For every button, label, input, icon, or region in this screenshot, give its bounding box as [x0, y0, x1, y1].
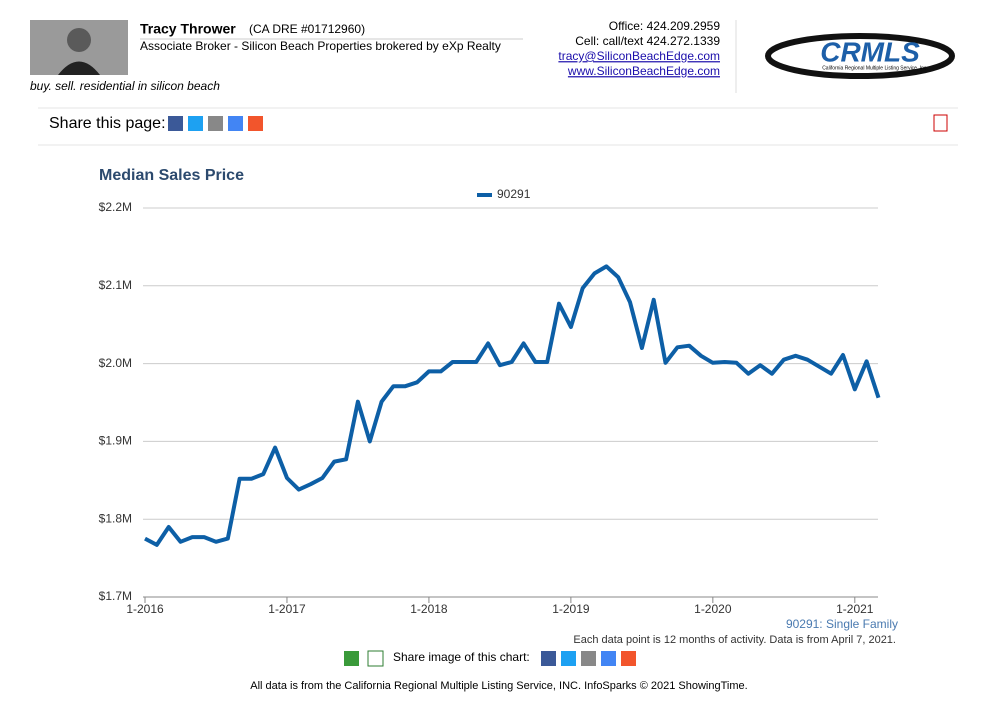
facebook-button[interactable]	[168, 116, 183, 131]
y-tick-label: $2.2M	[99, 200, 132, 214]
x-tick-label: 1-2021	[836, 602, 874, 616]
y-tick-label: $2.1M	[99, 278, 132, 292]
x-tick-label: 1-2019	[552, 602, 590, 616]
website-link[interactable]: www.SiliconBeachEdge.com	[567, 64, 720, 78]
twitter-button[interactable]	[561, 651, 576, 666]
more-button[interactable]	[621, 651, 636, 666]
agent-name: Tracy Thrower	[140, 21, 236, 37]
logo-swoosh	[765, 33, 955, 79]
agent-role: Associate Broker - Silicon Beach Propert…	[140, 39, 501, 53]
google-button[interactable]	[601, 651, 616, 666]
agent-license: (CA DRE #01712960)	[249, 22, 365, 36]
email-button[interactable]	[208, 116, 223, 131]
logo-subtext: California Regional Multiple Listing Ser…	[822, 65, 928, 71]
cell-phone: Cell: call/text 424.272.1339	[575, 34, 720, 48]
excel-button[interactable]	[367, 650, 384, 667]
chart-title: Median Sales Price	[99, 167, 244, 184]
more-button[interactable]	[248, 116, 263, 131]
facebook-button[interactable]	[541, 651, 556, 666]
photo-figure	[58, 61, 100, 75]
y-tick-label: $1.7M	[99, 589, 132, 603]
y-tick-label: $1.8M	[99, 511, 132, 525]
pdf-button[interactable]	[933, 114, 948, 132]
y-tick-label: $1.9M	[99, 434, 132, 448]
share-chart-label: Share image of this chart:	[393, 650, 530, 664]
twitter-button[interactable]	[188, 116, 203, 131]
email-button[interactable]	[581, 651, 596, 666]
chart: $1.7M $1.8M $1.9M $2.0M $2.1M $2.2M 1-2016 1-20…	[99, 187, 881, 616]
series-line	[144, 264, 881, 547]
office-phone: Office: 424.209.2959	[609, 19, 721, 33]
y-tick-label: $2.0M	[99, 356, 132, 370]
email-link[interactable]: tracy@SiliconBeachEdge.com	[558, 49, 720, 63]
chart-caption: 90291: Single Family	[786, 617, 898, 631]
share-page-label: Share this page:	[49, 115, 166, 132]
x-tick-label: 1-2018	[410, 602, 448, 616]
legend-label: 90291	[497, 187, 531, 201]
chart-note: Each data point is 12 months of activity…	[573, 634, 896, 646]
share-button[interactable]	[344, 651, 359, 666]
tagline: buy. sell. residential in silicon beach	[30, 79, 220, 93]
logo-text: CRMLS	[820, 36, 920, 67]
x-tick-label: 1-2016	[126, 602, 164, 616]
google-button[interactable]	[228, 116, 243, 131]
x-tick-label: 1-2017	[268, 602, 306, 616]
photo-figure	[67, 28, 91, 52]
footer: All data is from the California Regional…	[250, 680, 747, 692]
x-tick-label: 1-2020	[694, 602, 732, 616]
